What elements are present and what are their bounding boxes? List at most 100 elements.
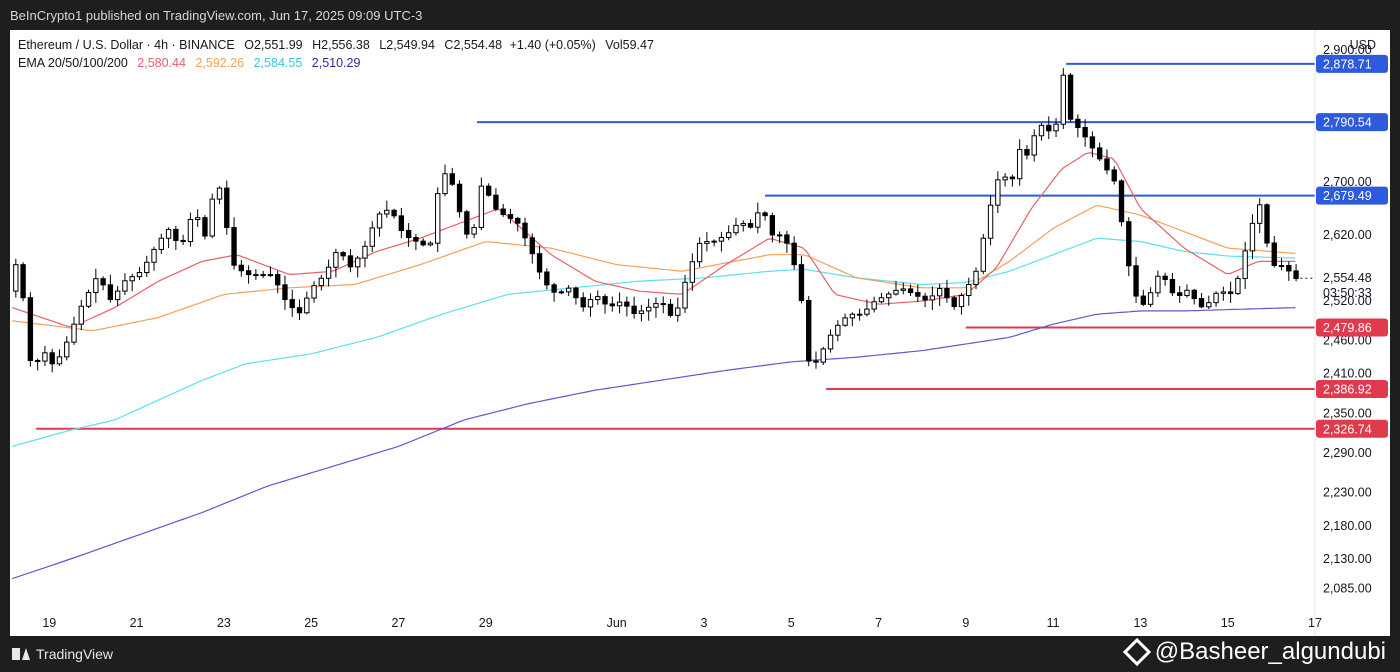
candle-body [718, 236, 725, 242]
candle [311, 281, 317, 303]
candle-body [478, 185, 485, 228]
symbol-label[interactable]: Ethereum / U.S. Dollar · 4h · BINANCE [18, 38, 235, 52]
candle [682, 274, 688, 313]
candle [194, 209, 201, 227]
candle [507, 208, 514, 224]
candle-body [1249, 222, 1256, 252]
candle-body [100, 278, 106, 286]
candle-body [515, 217, 521, 224]
ema50-value: 2,592.26 [195, 56, 245, 70]
candle-body [464, 211, 470, 235]
candle-body [1016, 149, 1023, 180]
candle-body [1060, 74, 1066, 125]
x-tick-label: 3 [700, 616, 707, 630]
tradingview-brand-text: TradingView [36, 646, 114, 662]
candle [740, 220, 746, 232]
price-tag-box [1316, 54, 1388, 73]
candle [718, 231, 725, 252]
candle-body [638, 310, 645, 315]
y-tick-label: 2,900.00 [1323, 43, 1372, 57]
candle-body [449, 173, 455, 185]
candle [187, 212, 194, 247]
price-tag-label: 2,326.74 [1323, 422, 1372, 436]
candle [827, 329, 834, 353]
candle [245, 265, 252, 284]
candle [158, 233, 164, 254]
candle [835, 320, 841, 342]
candle-body [1002, 176, 1008, 181]
candle-body [907, 288, 914, 294]
price-tag-box [1316, 186, 1388, 205]
candle [1286, 261, 1292, 282]
candle [238, 259, 245, 277]
candle [165, 227, 172, 249]
y-tick-label: 2,290.00 [1323, 446, 1372, 460]
candle [1206, 295, 1212, 310]
high-label: H [312, 38, 322, 52]
candle-body [1126, 221, 1132, 267]
candle-body [384, 209, 390, 215]
candle [769, 212, 776, 243]
ema-label[interactable]: EMA 20/50/100/200 [18, 56, 128, 70]
chart-pane[interactable]: 19 21 23 25 27 29 Jun 3 5 7 9 11 13 15 17 2,085.00 2,13… [10, 30, 1390, 636]
candle [573, 286, 579, 305]
low-value: 2,549.94 [386, 38, 435, 52]
price-tag-box [1316, 318, 1388, 337]
candle-body [500, 208, 506, 216]
candle-body [980, 237, 986, 272]
candle [645, 298, 652, 321]
candle-body [107, 284, 114, 301]
candle-body [886, 293, 892, 299]
candle-body [1278, 264, 1285, 267]
candle-body [173, 228, 179, 241]
candle-body [267, 274, 274, 277]
candle-body [522, 222, 528, 239]
candle [355, 255, 361, 278]
candle [726, 225, 732, 241]
candle [987, 195, 994, 246]
candle [1016, 139, 1023, 186]
candle [13, 258, 19, 298]
y-tick-label: 2,700.00 [1323, 175, 1372, 189]
candle [151, 246, 157, 271]
candle [180, 234, 186, 246]
candle [173, 225, 179, 250]
y-tick-label: 2,350.00 [1323, 406, 1372, 420]
candle [478, 177, 485, 231]
candle-body [275, 274, 281, 286]
candle-body [587, 299, 594, 308]
y-axis: 2,085.00 2,130.00 2,180.00 2,230.00 2,290.00… [1314, 30, 1372, 636]
candle-body [580, 297, 586, 308]
candle-body [1031, 135, 1037, 156]
candle [689, 253, 696, 291]
candle-body [536, 253, 543, 273]
price-chart[interactable]: 19 21 23 25 27 29 Jun 3 5 7 9 11 13 15 17 2,085.002,13… [10, 30, 1390, 636]
x-tick-label: 25 [304, 616, 318, 630]
candle-body [1118, 180, 1125, 223]
candle [471, 224, 477, 239]
candle-body [1191, 289, 1197, 300]
x-axis: 19 21 23 25 27 29 Jun 3 5 7 9 11 13 15 17 [42, 616, 1322, 630]
candle-body [13, 264, 19, 292]
candle-body [1227, 291, 1234, 295]
x-tick-label: Jun [607, 616, 627, 630]
candle [100, 276, 106, 291]
tradingview-logo[interactable]: TradingView [12, 646, 113, 662]
candle-body [85, 291, 92, 307]
candle-body [1133, 265, 1139, 297]
candle [966, 277, 972, 306]
price-tag-box [1316, 379, 1388, 398]
candle [267, 266, 274, 278]
candle [820, 346, 826, 365]
candle-body [42, 352, 48, 362]
candle-body [282, 284, 288, 301]
candle-body [682, 281, 688, 309]
candle [260, 270, 266, 279]
candle [347, 249, 354, 273]
candle-body [602, 296, 608, 305]
candle-body [1024, 149, 1030, 156]
candle-body [1053, 123, 1059, 132]
candle [296, 299, 303, 321]
candle-body [762, 212, 768, 217]
currency-label[interactable]: USD [1349, 38, 1376, 52]
